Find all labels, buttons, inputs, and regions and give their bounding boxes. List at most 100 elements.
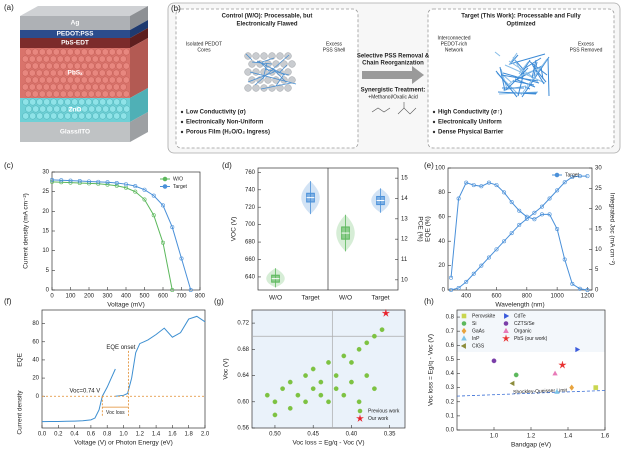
stack-top (20, 6, 148, 16)
legend-label: Target (173, 184, 188, 190)
pedot-core (276, 52, 284, 60)
nanocrystal (59, 90, 67, 98)
nanocrystal (98, 69, 106, 77)
data-point (151, 193, 156, 198)
nanocrystal (108, 48, 116, 56)
y-tick-label: 100 (435, 166, 446, 172)
y-tick-label: 10 (42, 248, 49, 254)
nanocrystal (59, 62, 67, 70)
x-tick-label: 400 (461, 294, 472, 300)
pedot-network (514, 67, 541, 79)
nanocrystal (85, 98, 93, 106)
pedot-network (497, 91, 537, 95)
chart: 1.0 1.2 1.4 1.6 0.0 0.1 0.2 0.3 0.4 0.5 0.6 0.7 0.8 B… (428, 309, 610, 449)
marker (272, 412, 278, 418)
y2-tick-label: 25 (595, 186, 602, 192)
nanocrystal (38, 90, 46, 98)
nanocrystal (91, 69, 99, 77)
nanocrystal (53, 105, 61, 113)
data-point (68, 178, 73, 183)
x-tick-label: 0 (50, 294, 54, 300)
label: Dense Physical Barrier (438, 130, 504, 136)
nanocrystal (101, 48, 109, 56)
nanocrystal (38, 62, 46, 70)
nanocrystal (87, 62, 95, 70)
y-tick-label: 700 (245, 222, 256, 228)
decoration (371, 102, 417, 115)
y-axis-label: Voc (V) (223, 358, 230, 379)
nanocrystal (63, 55, 71, 63)
pedot-network (520, 58, 548, 96)
stack-side (130, 38, 148, 98)
label: Selective PSS Removal & (357, 54, 430, 60)
nanocrystal (106, 98, 114, 106)
y-tick-label: 40 (32, 358, 39, 364)
x-axis-label: Voc loss = Eg/q - Voc (V) (292, 440, 364, 447)
nanocrystal (71, 98, 79, 106)
nanocrystal (24, 76, 32, 84)
pedot-core (276, 84, 284, 92)
y-tick-label: 0.5 (446, 357, 455, 363)
chart: 0.50 0.45 0.40 0.35 0.56 0.60 0.64 0.68 0.72 Voc … (223, 308, 406, 447)
label: Isolated PEDOT (186, 41, 222, 47)
pedot-network (521, 57, 542, 71)
marker (287, 405, 293, 411)
marker (295, 392, 301, 398)
x-axis-label: Bandgap (eV) (511, 442, 551, 449)
marker (333, 386, 339, 392)
pedot-core (268, 84, 276, 92)
y-tick-label: 0.4 (446, 371, 455, 377)
data-point (456, 196, 461, 201)
y2-tick-label: 12 (401, 237, 408, 243)
nanocrystal (24, 48, 32, 56)
x-tick-label: 1.4 (152, 432, 161, 438)
pedot-core (260, 52, 268, 60)
data-point (577, 174, 582, 179)
legend-marker (356, 414, 364, 422)
nanocrystal (42, 69, 50, 77)
stack-layer (20, 30, 130, 38)
nanocrystal (84, 83, 92, 91)
nanocrystal (45, 90, 53, 98)
data-point (179, 256, 184, 261)
nanocrystal (92, 98, 100, 106)
marker (333, 373, 339, 378)
decoration (362, 66, 424, 84)
nanocrystal (80, 62, 88, 70)
marker (372, 333, 377, 339)
data-point (151, 213, 156, 218)
pedot-chain (249, 71, 297, 85)
nanocrystal (24, 90, 32, 98)
x-tick-label: Target (371, 295, 389, 302)
y-tick-label: 15 (42, 229, 49, 235)
pedot-network (512, 80, 535, 86)
nanocrystal (35, 55, 43, 63)
nanocrystal (71, 112, 79, 120)
nanocrystal (119, 55, 127, 63)
y2-tick-label: 13 (401, 216, 408, 222)
marker (341, 353, 347, 359)
nanocrystal (91, 83, 99, 91)
layer-label: Glass/ITO (60, 129, 90, 136)
x-tick-label: 0.6 (87, 432, 96, 438)
nanocrystal (49, 83, 57, 91)
legend-marker (357, 408, 363, 414)
nanocrystal (57, 112, 65, 120)
nanocrystal (49, 55, 57, 63)
data-point (105, 180, 110, 185)
pedot-chain (278, 64, 288, 74)
nanocrystal (31, 76, 39, 84)
nanocrystal (28, 83, 36, 91)
pedot-chain (245, 53, 253, 61)
x-tick-label: 1.6 (601, 434, 610, 440)
x-tick-label: 1.2 (527, 434, 536, 440)
pedot-chain (262, 62, 268, 80)
pedot-network (547, 57, 550, 97)
y-tick-label: 740 (245, 187, 256, 193)
label: PEDOT-rich (441, 41, 468, 47)
panel-label: (d) (222, 161, 232, 170)
legend-marker (502, 334, 510, 342)
nanocrystal (38, 76, 46, 84)
panel-label: (f) (4, 297, 12, 306)
nanocrystal (91, 55, 99, 63)
